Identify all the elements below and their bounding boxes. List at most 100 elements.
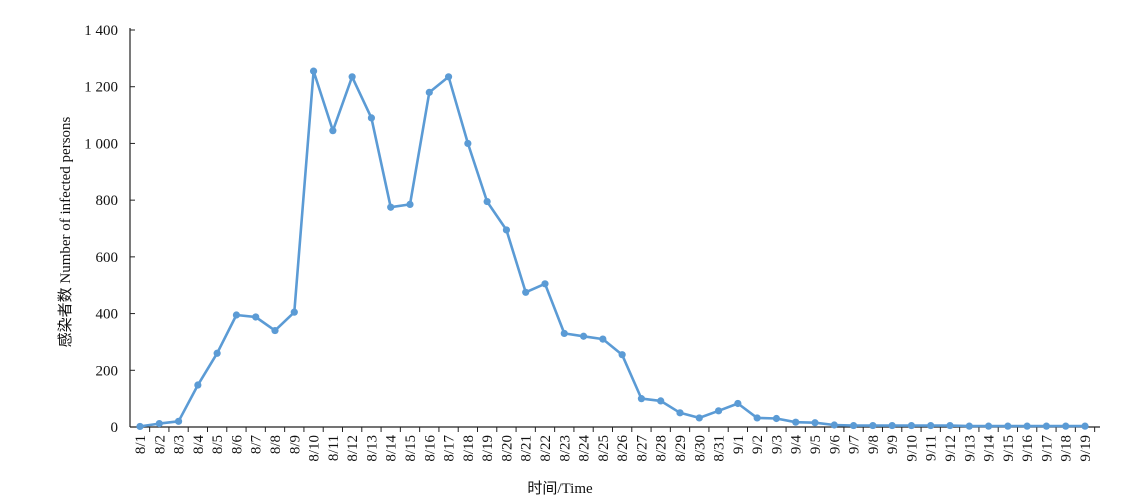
x-tick-label: 9/10 bbox=[904, 435, 920, 462]
x-tick-label: 9/11 bbox=[924, 435, 940, 461]
series-line bbox=[139, 69, 1085, 428]
data-point bbox=[792, 418, 800, 426]
data-point bbox=[965, 422, 973, 430]
data-point bbox=[309, 67, 318, 75]
x-tick-label: 8/27 bbox=[634, 435, 650, 462]
x-tick-label: 9/3 bbox=[769, 435, 785, 454]
data-point bbox=[464, 139, 472, 148]
data-point bbox=[984, 422, 993, 430]
x-tick-label: 9/13 bbox=[962, 435, 978, 462]
y-tick-label: 800 bbox=[96, 193, 119, 209]
x-tick-label: 9/4 bbox=[789, 435, 805, 455]
data-point bbox=[1023, 422, 1031, 430]
x-tick-label: 8/12 bbox=[345, 435, 361, 462]
x-tick-label: 9/6 bbox=[827, 435, 843, 455]
data-point bbox=[753, 414, 761, 422]
data-point bbox=[869, 421, 877, 430]
data-point bbox=[271, 326, 279, 335]
data-point bbox=[367, 114, 376, 122]
data-point bbox=[579, 332, 588, 340]
x-tick-label: 9/8 bbox=[866, 435, 882, 454]
data-point bbox=[387, 203, 395, 211]
x-tick-label: 8/4 bbox=[191, 435, 207, 455]
data-point bbox=[541, 280, 549, 288]
data-point bbox=[1062, 422, 1070, 430]
data-point bbox=[483, 197, 491, 206]
y-tick-label: 200 bbox=[96, 363, 119, 379]
data-point bbox=[136, 422, 144, 431]
x-tick-label: 9/14 bbox=[982, 435, 998, 462]
x-tick-label: 9/1 bbox=[731, 435, 747, 454]
x-tick-label: 8/19 bbox=[480, 435, 496, 462]
data-point bbox=[194, 381, 202, 389]
x-tick-label: 9/15 bbox=[1001, 435, 1017, 462]
x-tick-label: 9/7 bbox=[847, 435, 863, 455]
data-point bbox=[232, 311, 241, 319]
x-tick-label: 8/20 bbox=[499, 435, 515, 462]
x-tick-label: 8/22 bbox=[538, 435, 554, 462]
data-point bbox=[290, 308, 298, 316]
x-tick-label: 8/15 bbox=[403, 435, 419, 462]
x-tick-label: 8/16 bbox=[422, 435, 438, 462]
y-tick-labels: 0 200 400 600 800 1 000 1 200 1 400 bbox=[84, 23, 118, 436]
data-point bbox=[811, 419, 819, 427]
x-tick-label: 8/5 bbox=[210, 435, 226, 454]
x-tick-label: 9/5 bbox=[808, 435, 824, 454]
data-point bbox=[406, 200, 414, 208]
data-point bbox=[348, 73, 356, 81]
x-tick-label: 8/26 bbox=[615, 435, 631, 462]
data-point bbox=[927, 421, 935, 430]
y-axis-title: 感染者数 Number of infected persons bbox=[57, 116, 74, 347]
data-point bbox=[734, 399, 742, 408]
x-tick-label: 8/2 bbox=[152, 435, 168, 454]
data-point bbox=[637, 395, 646, 403]
x-tick-label: 9/19 bbox=[1078, 435, 1094, 462]
data-point bbox=[657, 397, 665, 405]
x-tick-label: 8/28 bbox=[654, 435, 670, 462]
data-point bbox=[714, 407, 723, 415]
x-tick-label: 8/21 bbox=[519, 435, 535, 462]
x-tick-label: 9/2 bbox=[750, 435, 766, 454]
data-point bbox=[444, 73, 453, 81]
x-tick-label: 8/11 bbox=[326, 435, 342, 461]
data-point bbox=[213, 349, 221, 357]
y-tick-label: 1 200 bbox=[84, 80, 118, 96]
x-tick-label: 8/29 bbox=[673, 435, 689, 462]
x-tick-label: 8/9 bbox=[287, 435, 303, 454]
data-point bbox=[849, 421, 858, 430]
x-tick-label: 9/12 bbox=[943, 435, 959, 462]
axes bbox=[129, 28, 1100, 432]
data-point bbox=[888, 421, 896, 430]
data-point bbox=[946, 421, 954, 430]
x-tick-label: 8/13 bbox=[364, 435, 380, 462]
data-point bbox=[1081, 422, 1089, 430]
x-tick-label: 8/31 bbox=[712, 435, 728, 462]
x-tick-label: 9/9 bbox=[885, 435, 901, 454]
data-point bbox=[502, 226, 511, 234]
x-tick-label: 8/8 bbox=[268, 435, 284, 454]
data-point bbox=[1042, 422, 1051, 430]
data-point bbox=[695, 414, 703, 422]
data-point bbox=[676, 409, 684, 417]
y-tick-label: 600 bbox=[96, 250, 119, 266]
data-point bbox=[155, 419, 163, 428]
x-tick-label: 8/7 bbox=[249, 435, 265, 455]
x-tick-label: 8/18 bbox=[461, 435, 477, 462]
x-tick-label: 8/14 bbox=[384, 435, 400, 462]
y-tick-label: 1 400 bbox=[84, 23, 118, 39]
x-tick-labels: 8/1 8/2 8/3 8/4 8/5 8/6 8/7 8/8 8/9 8/10 8/11 8/12 8… bbox=[133, 435, 1094, 462]
x-tick-label: 8/24 bbox=[577, 435, 593, 462]
x-tick-label: 8/6 bbox=[229, 435, 245, 455]
data-point bbox=[907, 421, 916, 430]
x-tick-label: 9/18 bbox=[1059, 435, 1075, 462]
data-point bbox=[1004, 422, 1012, 430]
data-point bbox=[560, 329, 568, 338]
x-tick-label: 8/3 bbox=[172, 435, 188, 454]
x-tick-label: 8/1 bbox=[133, 435, 149, 454]
x-tick-label: 9/16 bbox=[1020, 435, 1036, 462]
x-tick-label: 9/17 bbox=[1039, 435, 1055, 462]
series-layer bbox=[136, 67, 1089, 431]
data-point bbox=[618, 351, 626, 359]
data-point bbox=[522, 288, 530, 296]
